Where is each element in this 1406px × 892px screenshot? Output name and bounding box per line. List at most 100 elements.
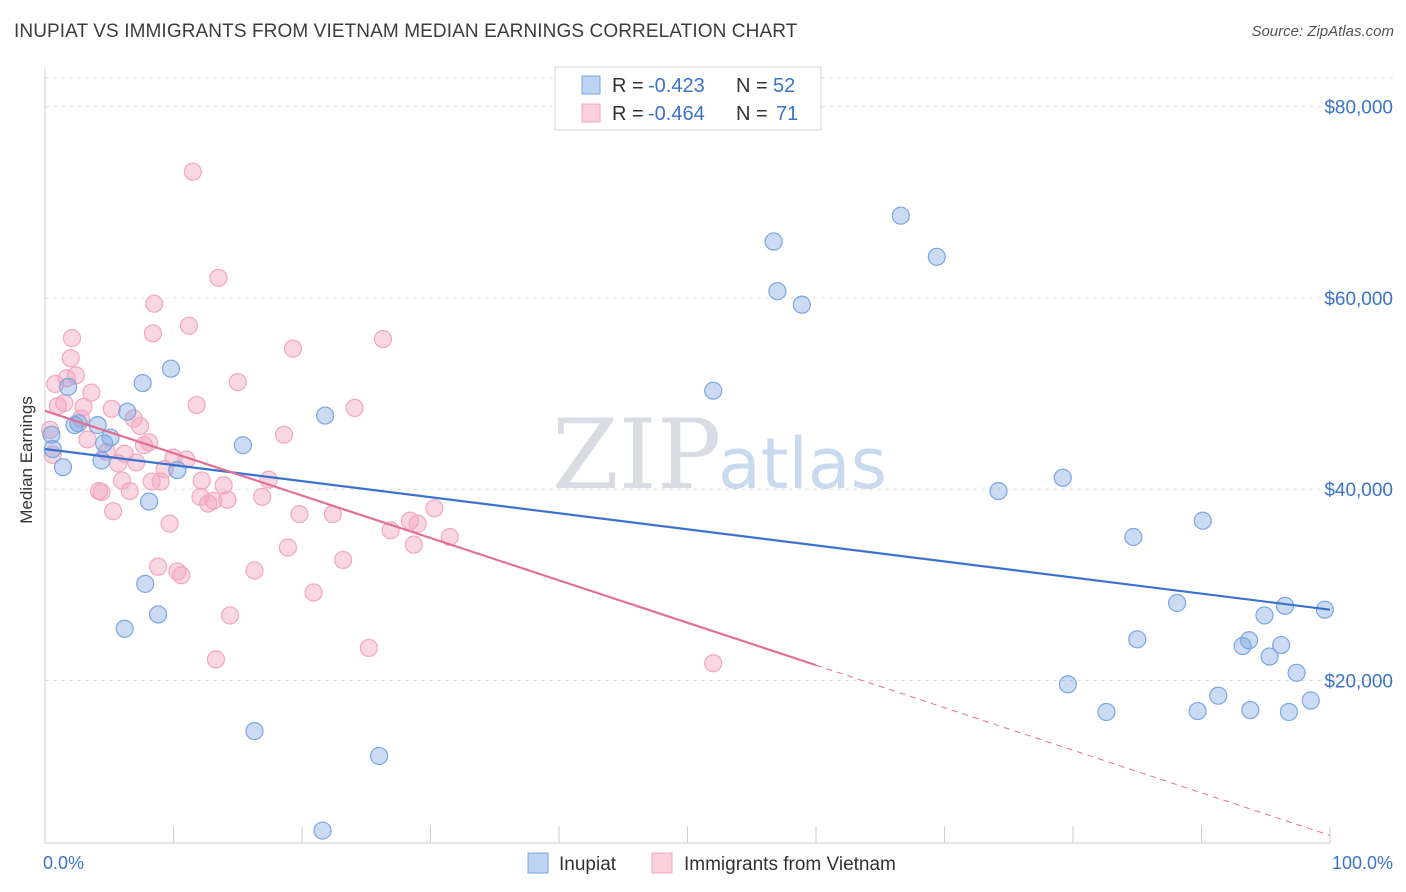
- bottom-legend-vietnam: Immigrants from Vietnam: [684, 854, 896, 875]
- point-vietnam: [183, 162, 202, 181]
- point-vietnam: [74, 397, 93, 417]
- y-tick-labels: $20,000 $40,000 $60,000 $80,000: [1324, 98, 1393, 693]
- point-vietnam: [334, 550, 353, 570]
- point-inupiat: [927, 247, 946, 266]
- point-inupiat: [1053, 468, 1072, 487]
- point-inupiat: [233, 436, 252, 455]
- point-vietnam: [148, 557, 168, 576]
- bottom-legend-inupiat: Inupiat: [559, 854, 617, 875]
- point-inupiat: [42, 425, 61, 444]
- watermark-atlas: atlas: [718, 423, 887, 505]
- point-inupiat: [1272, 635, 1291, 655]
- trend-line-vietnam: [44, 409, 817, 667]
- point-inupiat: [891, 206, 910, 225]
- point-inupiat: [1058, 675, 1077, 694]
- point-vietnam: [278, 538, 297, 557]
- point-vietnam: [214, 476, 233, 495]
- point-vietnam: [253, 487, 272, 506]
- legend-n-value-1: 52: [773, 75, 795, 97]
- point-inupiat: [1255, 606, 1274, 625]
- point-vietnam: [192, 471, 211, 490]
- watermark-zip: ZIP: [552, 399, 721, 511]
- point-vietnam: [92, 482, 111, 502]
- legend-n-value-2: 71: [776, 103, 798, 125]
- point-vietnam: [62, 329, 82, 348]
- point-vietnam: [145, 294, 164, 313]
- point-vietnam: [345, 398, 364, 418]
- bottom-legend-swatch-inupiat: [527, 852, 549, 874]
- point-vietnam: [199, 494, 218, 513]
- trend-line-vietnam-extension: [815, 664, 1331, 836]
- point-vietnam: [373, 329, 393, 349]
- point-vietnam: [404, 535, 423, 554]
- y-tick-label: $80,000: [1324, 98, 1393, 119]
- y-tick-label: $60,000: [1324, 289, 1393, 310]
- legend-r-value-2: -0.464: [648, 103, 705, 125]
- point-vietnam: [160, 514, 179, 533]
- series-legend: Inupiat Immigrants from Vietnam: [527, 852, 896, 875]
- point-inupiat: [136, 574, 155, 593]
- bottom-legend-swatch-vietnam: [651, 852, 673, 874]
- point-inupiat: [764, 232, 783, 251]
- point-vietnam: [127, 453, 146, 472]
- point-vietnam: [120, 482, 139, 501]
- point-inupiat: [53, 458, 73, 477]
- point-inupiat: [1188, 701, 1207, 721]
- point-inupiat: [1241, 700, 1260, 720]
- legend-n-label-2: N =: [736, 103, 768, 125]
- y-tick-label: $40,000: [1324, 480, 1393, 501]
- point-vietnam: [143, 324, 163, 343]
- point-vietnam: [78, 430, 97, 449]
- point-vietnam: [209, 268, 228, 287]
- point-vietnam: [290, 504, 309, 524]
- legend-n-label-1: N =: [736, 75, 768, 97]
- point-vietnam: [304, 583, 323, 602]
- point-vietnam: [204, 491, 223, 510]
- point-vietnam: [228, 372, 247, 392]
- stats-legend: R = -0.423 N = 52 R = -0.464 N = 71: [554, 66, 822, 131]
- y-tick-label: $20,000: [1324, 671, 1393, 692]
- point-vietnam: [206, 650, 226, 669]
- point-vietnam: [82, 383, 101, 402]
- point-inupiat: [1124, 527, 1143, 547]
- point-inupiat: [1167, 593, 1187, 613]
- point-vietnam: [440, 527, 459, 547]
- x-tick-label-min: 0.0%: [43, 853, 84, 873]
- point-vietnam: [283, 339, 303, 358]
- point-inupiat: [1239, 631, 1259, 650]
- point-vietnam: [61, 349, 80, 368]
- point-vietnam: [218, 490, 237, 509]
- point-vietnam: [187, 395, 206, 415]
- point-inupiat: [133, 373, 152, 393]
- point-inupiat: [1301, 691, 1320, 710]
- point-inupiat: [370, 746, 389, 766]
- point-inupiat: [316, 406, 335, 425]
- point-inupiat: [1279, 702, 1298, 722]
- point-vietnam: [104, 502, 123, 521]
- point-inupiat: [792, 295, 811, 314]
- point-vietnam: [102, 399, 121, 418]
- point-inupiat: [245, 722, 264, 741]
- point-vietnam: [704, 654, 723, 673]
- point-inupiat: [115, 619, 134, 638]
- point-inupiat: [1287, 663, 1306, 682]
- point-inupiat: [69, 414, 88, 433]
- watermark: ZIP atlas: [552, 399, 887, 511]
- point-vietnam: [55, 394, 74, 413]
- y-axis-label: Median Earnings: [17, 396, 36, 524]
- point-inupiat: [313, 821, 332, 840]
- trend-lines: [44, 409, 1331, 836]
- point-inupiat: [1128, 630, 1147, 649]
- point-inupiat: [768, 282, 787, 301]
- gridlines: [45, 77, 1393, 681]
- axes: [44, 68, 1331, 844]
- point-vietnam: [274, 425, 294, 444]
- point-inupiat: [59, 377, 78, 396]
- point-inupiat: [161, 359, 181, 378]
- point-inupiat: [1209, 686, 1228, 705]
- point-vietnam: [130, 416, 150, 436]
- point-vietnam: [425, 499, 444, 518]
- legend-swatch-inupiat: [581, 75, 601, 95]
- series-inupiat-points: [42, 206, 1334, 840]
